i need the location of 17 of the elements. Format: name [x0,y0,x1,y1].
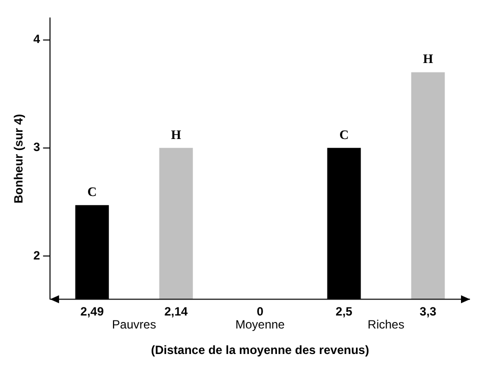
text: Moyenne [235,318,286,332]
text: Riches [368,318,404,332]
x-tick-label: 2,5 [336,304,353,319]
x-tick-label: 3,3 [420,304,437,319]
series-label: C [87,184,97,200]
x-tick-label: 0 [256,304,264,319]
y-tick-label: 2 [33,248,40,262]
y-tick-label: 3 [33,140,40,154]
text: H [170,126,182,142]
x-tick-label: 2,14 [164,304,188,319]
x-tick-label: 2,49 [80,304,104,319]
y-axis-title: Bonheur (sur 4) [12,114,26,204]
text: Pauvres [112,318,156,332]
series-label: H [422,51,434,66]
text: C [339,126,349,142]
x-axis-title: (Distance de la moyenne des revenus) [150,343,370,358]
y-tick-label: 4 [33,32,40,46]
